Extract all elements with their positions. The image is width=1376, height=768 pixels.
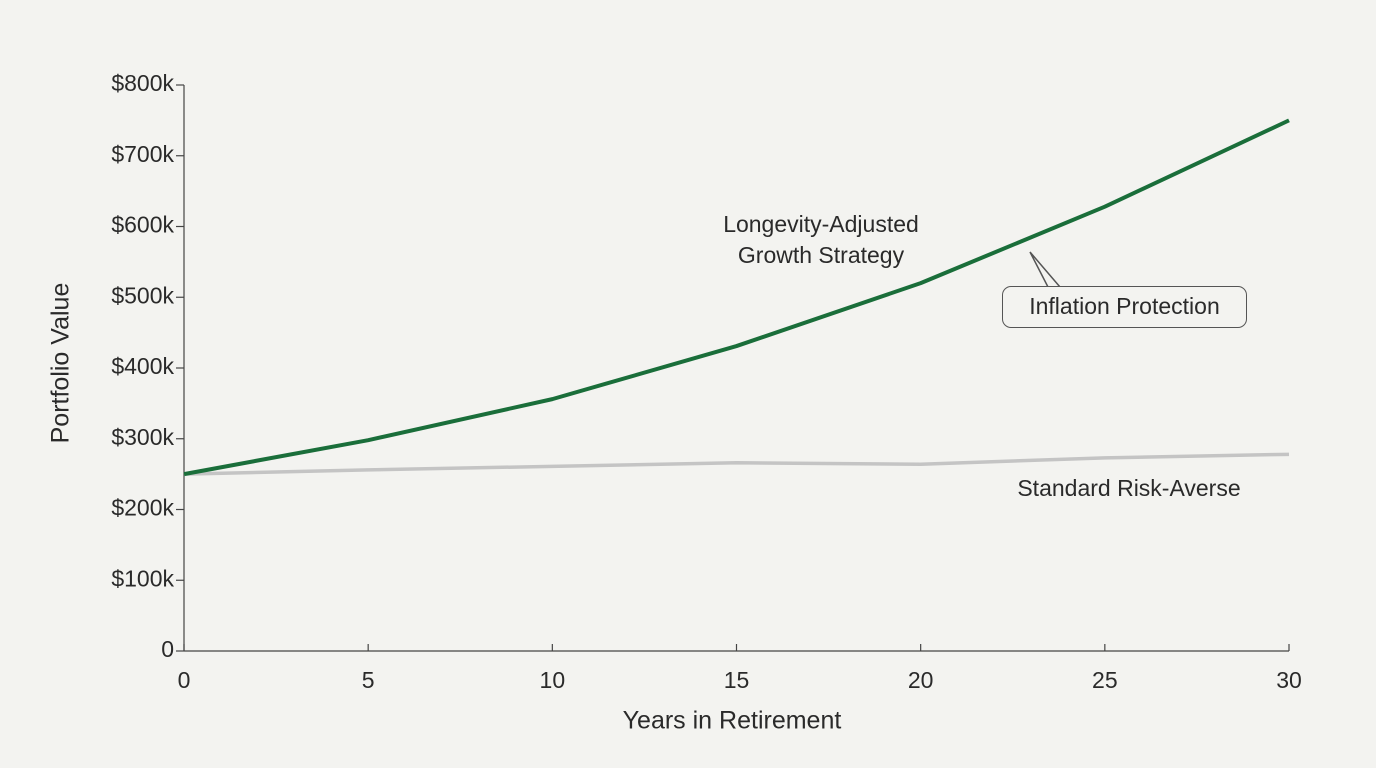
y-tick-label: $700k <box>111 141 174 167</box>
callout: Inflation Protection <box>1002 286 1247 328</box>
y-tick-label: $500k <box>111 282 174 308</box>
series-label: Longevity-Adjusted Growth Strategy <box>723 211 919 268</box>
x-tick-label: 20 <box>908 667 934 693</box>
x-tick-label: 15 <box>724 667 750 693</box>
callout-pointer <box>1029 251 1061 288</box>
y-axis-title: Portfolio Value <box>47 283 75 444</box>
x-tick-label: 10 <box>540 667 566 693</box>
x-tick-label: 0 <box>178 667 191 693</box>
y-tick-label: $800k <box>111 70 174 96</box>
series-label: Standard Risk-Averse <box>1017 475 1241 501</box>
series-line <box>183 118 1290 477</box>
x-tick-label: 25 <box>1092 667 1118 693</box>
y-tick-label: 0 <box>161 636 174 662</box>
y-tick-label: $300k <box>111 424 174 450</box>
x-axis-title: Years in Retirement <box>623 707 842 735</box>
y-tick-label: $400k <box>111 353 174 379</box>
y-tick-label: $100k <box>111 565 174 591</box>
x-tick-label: 30 <box>1276 667 1302 693</box>
series-line <box>183 452 1290 476</box>
y-tick-label: $200k <box>111 495 174 521</box>
x-tick-label: 5 <box>362 667 375 693</box>
y-tick-label: $600k <box>111 212 174 238</box>
